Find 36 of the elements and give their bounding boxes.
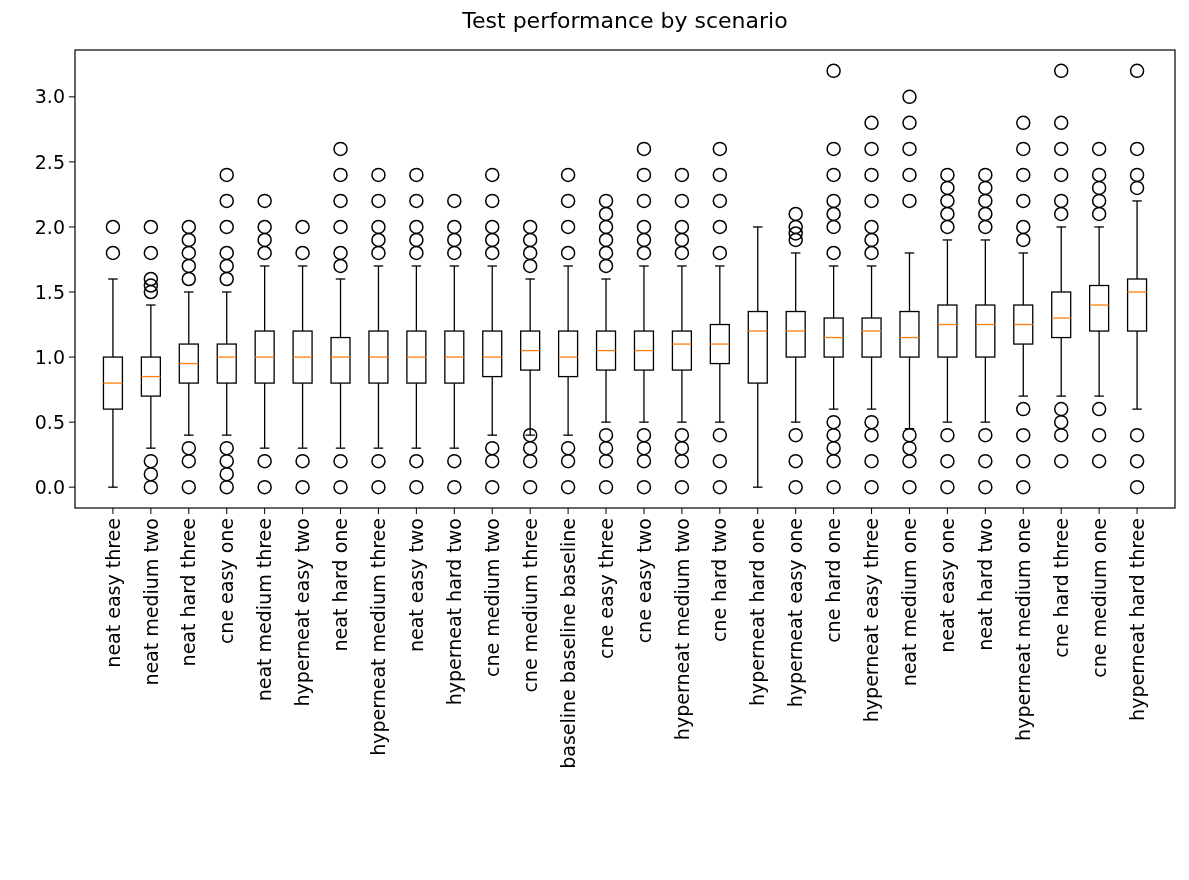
x-tick-label: cne hard three (1049, 518, 1072, 658)
x-tick-label: hyperneat medium three (367, 518, 390, 756)
x-tick-label: neat easy three (101, 518, 124, 668)
x-tick-label: cne easy three (594, 518, 617, 659)
x-tick-label: hyperneat hard three (1125, 518, 1148, 721)
y-tick-label: 1.5 (34, 280, 65, 303)
x-tick-label: cne medium two (480, 518, 503, 677)
x-tick-label: baseline baseline baseline (556, 518, 579, 769)
x-tick-label: hyperneat easy one (784, 518, 807, 708)
y-tick-label: 2.0 (34, 215, 65, 238)
x-tick-label: hyperneat easy three (860, 518, 883, 723)
y-tick-label: 0.5 (34, 410, 65, 433)
x-tick-label: hyperneat medium two (670, 518, 693, 741)
x-tick-label: neat easy two (405, 518, 428, 652)
x-tick-label: neat easy one (936, 518, 959, 653)
x-tick-label: cne hard two (708, 518, 731, 643)
x-tick-label: cne easy one (215, 518, 238, 645)
y-tick-label: 2.5 (34, 150, 65, 173)
x-tick-label: neat medium three (253, 518, 276, 702)
y-tick-label: 0.0 (34, 475, 65, 498)
x-tick-label: hyperneat easy two (291, 518, 314, 707)
x-tick-label: neat hard two (973, 518, 996, 651)
x-tick-label: hyperneat medium one (1011, 518, 1034, 741)
x-tick-label: neat medium one (898, 518, 921, 687)
x-tick-label: cne hard one (822, 518, 845, 643)
y-tick-label: 3.0 (34, 85, 65, 108)
x-tick-label: hyperneat hard one (746, 518, 769, 706)
x-tick-label: hyperneat hard two (442, 518, 465, 706)
chart-title: Test performance by scenario (461, 8, 788, 33)
x-tick-label: cne medium three (518, 518, 541, 693)
x-tick-label: cne medium one (1087, 518, 1110, 678)
x-tick-label: cne easy two (632, 518, 655, 644)
x-tick-label: neat medium two (139, 518, 162, 686)
x-tick-label: neat hard one (329, 518, 352, 652)
y-tick-label: 1.0 (34, 345, 65, 368)
x-tick-label: neat hard three (177, 518, 200, 667)
